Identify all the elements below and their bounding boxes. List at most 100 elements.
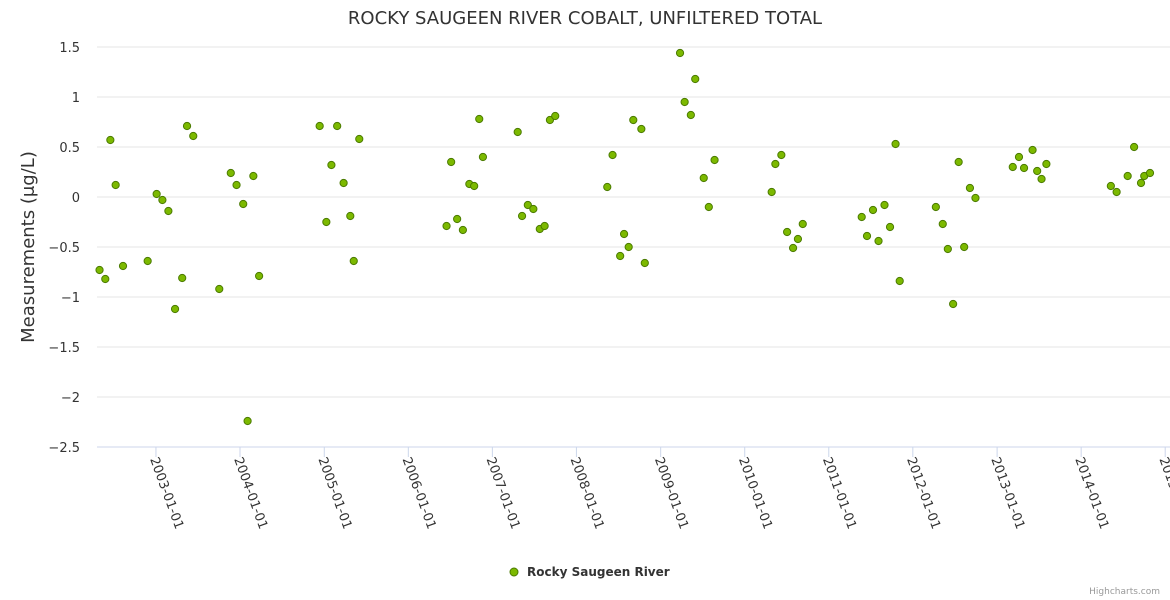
data-point[interactable] <box>965 183 975 193</box>
data-point[interactable] <box>793 234 803 244</box>
data-point[interactable] <box>322 217 331 227</box>
data-point[interactable] <box>608 150 617 160</box>
data-point[interactable] <box>315 121 324 131</box>
data-point[interactable] <box>346 211 355 221</box>
data-point[interactable] <box>868 205 878 215</box>
data-point[interactable] <box>710 155 719 165</box>
data-point[interactable] <box>249 171 258 181</box>
data-point[interactable] <box>447 157 456 167</box>
data-point[interactable] <box>540 221 549 231</box>
data-point[interactable] <box>551 111 560 121</box>
credits[interactable]: Highcharts.com <box>1089 587 1160 597</box>
data-point[interactable] <box>243 416 252 426</box>
data-point[interactable] <box>226 168 235 178</box>
data-point[interactable] <box>949 299 958 309</box>
data-point[interactable] <box>106 135 115 145</box>
data-point[interactable] <box>339 178 348 188</box>
data-point[interactable] <box>891 139 900 149</box>
data-point[interactable] <box>971 193 980 203</box>
data-point[interactable] <box>118 261 128 271</box>
data-point[interactable] <box>938 219 947 229</box>
data-point[interactable] <box>1008 162 1017 172</box>
legend-item-rocky-saugeen-river[interactable]: Rocky Saugeen River <box>527 565 670 579</box>
data-point[interactable] <box>513 127 522 137</box>
data-point[interactable] <box>943 244 952 254</box>
data-point[interactable] <box>637 124 646 134</box>
data-point[interactable] <box>442 221 451 231</box>
data-point[interactable] <box>523 200 532 210</box>
data-point[interactable] <box>954 157 963 167</box>
data-point[interactable] <box>1037 174 1046 184</box>
data-point[interactable] <box>675 48 685 58</box>
y-tick-label: −2 <box>61 391 80 406</box>
data-point[interactable] <box>101 274 110 284</box>
data-point[interactable] <box>478 152 488 162</box>
data-point[interactable] <box>767 187 776 197</box>
data-point[interactable] <box>158 195 167 205</box>
data-point[interactable] <box>686 110 695 120</box>
data-point[interactable] <box>453 214 462 224</box>
data-point[interactable] <box>189 131 198 141</box>
data-point[interactable] <box>771 159 780 169</box>
data-point[interactable] <box>475 114 484 124</box>
data-point[interactable] <box>232 180 241 190</box>
data-point[interactable] <box>255 271 264 281</box>
data-point[interactable] <box>1042 159 1051 169</box>
data-point[interactable] <box>1136 178 1146 188</box>
data-point[interactable] <box>1145 168 1155 178</box>
data-point[interactable] <box>862 231 872 241</box>
data-point[interactable] <box>691 74 700 84</box>
data-point[interactable] <box>895 276 904 286</box>
data-point[interactable] <box>170 304 180 314</box>
data-point[interactable] <box>1130 142 1139 152</box>
data-points <box>95 48 1155 426</box>
data-point[interactable] <box>874 236 883 246</box>
data-point[interactable] <box>1028 145 1037 155</box>
data-point[interactable] <box>470 181 479 191</box>
data-point[interactable] <box>931 202 940 212</box>
data-point[interactable] <box>798 219 807 229</box>
data-point[interactable] <box>355 134 364 144</box>
data-point[interactable] <box>624 242 633 252</box>
data-point[interactable] <box>885 222 895 232</box>
data-point[interactable] <box>1123 171 1132 181</box>
data-point[interactable] <box>960 242 969 252</box>
data-point[interactable] <box>619 229 629 239</box>
data-point[interactable] <box>333 121 342 131</box>
data-point[interactable] <box>704 202 713 212</box>
data-point[interactable] <box>788 243 798 253</box>
data-point[interactable] <box>1112 187 1121 197</box>
data-point[interactable] <box>178 273 187 283</box>
data-point[interactable] <box>327 160 336 170</box>
data-point[interactable] <box>239 199 248 209</box>
data-point[interactable] <box>152 189 161 199</box>
data-point[interactable] <box>1033 166 1042 176</box>
data-point[interactable] <box>215 284 224 294</box>
data-point[interactable] <box>1106 181 1115 191</box>
data-point[interactable] <box>616 251 625 261</box>
data-point[interactable] <box>783 227 792 237</box>
data-point[interactable] <box>603 182 612 192</box>
data-point[interactable] <box>640 258 649 268</box>
gridlines <box>97 46 1170 398</box>
data-point[interactable] <box>529 204 538 214</box>
data-point[interactable] <box>545 115 555 125</box>
data-point[interactable] <box>699 173 708 183</box>
data-point[interactable] <box>95 265 104 275</box>
data-point[interactable] <box>629 115 638 125</box>
y-tick-label: 0 <box>72 191 80 206</box>
data-point[interactable] <box>777 150 786 160</box>
data-point[interactable] <box>1014 152 1024 162</box>
data-point[interactable] <box>182 121 192 131</box>
data-point[interactable] <box>680 97 689 107</box>
data-point[interactable] <box>1019 163 1029 173</box>
data-point[interactable] <box>458 225 467 235</box>
data-point[interactable] <box>857 212 866 222</box>
data-point[interactable] <box>349 256 358 266</box>
legend[interactable]: Rocky Saugeen River <box>509 565 670 579</box>
data-point[interactable] <box>517 211 527 221</box>
data-point[interactable] <box>164 206 173 216</box>
data-point[interactable] <box>880 200 889 210</box>
data-point[interactable] <box>111 180 120 190</box>
data-point[interactable] <box>143 256 152 266</box>
